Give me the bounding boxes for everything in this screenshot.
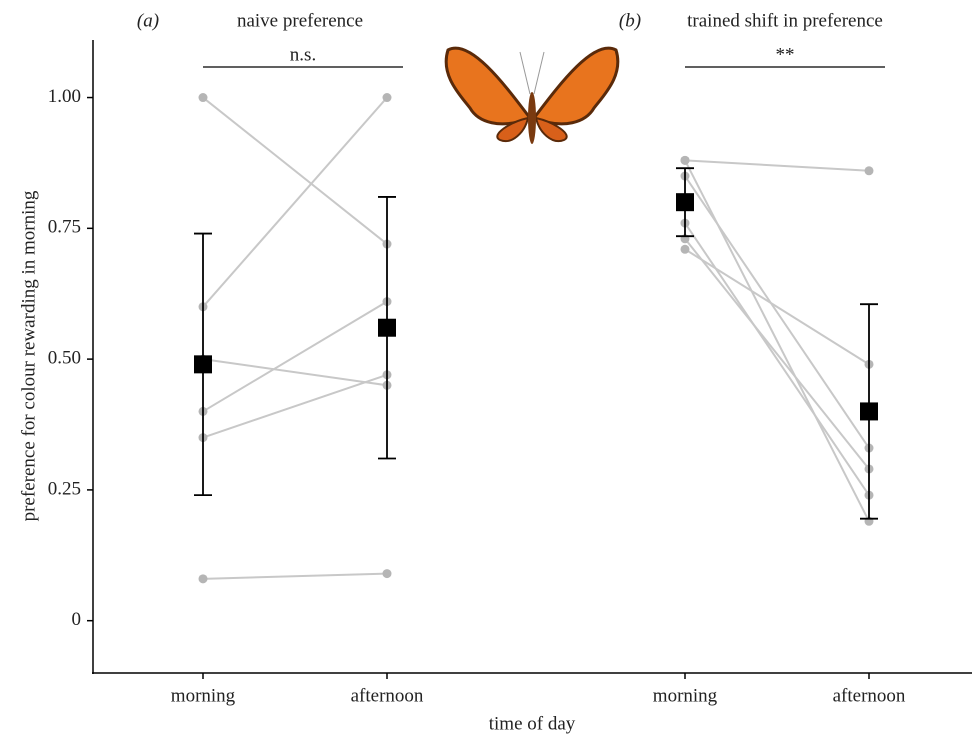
mean-marker: [860, 402, 878, 420]
panel-title: naive preference: [237, 10, 363, 31]
x-tick-label: morning: [171, 685, 236, 706]
individual-line: [685, 176, 869, 448]
individual-line: [203, 98, 387, 307]
chart: preference for colour rewarding in morni…: [0, 0, 972, 738]
individual-point: [199, 574, 208, 583]
individual-point: [199, 93, 208, 102]
individual-line: [203, 98, 387, 244]
individual-line: [203, 302, 387, 412]
individual-line: [685, 160, 869, 170]
x-tick-label: afternoon: [351, 685, 424, 706]
individual-line: [685, 239, 869, 469]
panel-label: (b): [619, 10, 641, 31]
individual-line: [203, 574, 387, 579]
individual-line: [685, 160, 869, 521]
x-tick-label: afternoon: [833, 685, 906, 706]
y-tick-label: 1.00: [48, 86, 81, 107]
y-axis-title: preference for colour rewarding in morni…: [18, 190, 39, 521]
individual-point: [865, 166, 874, 175]
y-tick-label: 0.50: [48, 347, 81, 368]
mean-marker: [194, 355, 212, 373]
individual-line: [203, 359, 387, 385]
individual-point: [383, 569, 392, 578]
panel-title: trained shift in preference: [687, 10, 883, 31]
individual-point: [681, 245, 690, 254]
mean-marker: [378, 319, 396, 337]
significance-label: **: [776, 44, 795, 65]
butterfly-image: [446, 48, 618, 144]
significance-label: n.s.: [290, 44, 316, 65]
mean-marker: [676, 193, 694, 211]
x-tick-label: morning: [653, 685, 718, 706]
individual-line: [685, 223, 869, 495]
y-tick-label: 0: [72, 609, 82, 630]
individual-point: [383, 93, 392, 102]
individual-line: [203, 375, 387, 438]
individual-point: [681, 156, 690, 165]
x-axis-title: time of day: [489, 713, 576, 734]
panel-label: (a): [137, 10, 159, 31]
y-tick-label: 0.25: [48, 478, 81, 499]
y-tick-label: 0.75: [48, 217, 81, 238]
individual-line: [685, 249, 869, 364]
